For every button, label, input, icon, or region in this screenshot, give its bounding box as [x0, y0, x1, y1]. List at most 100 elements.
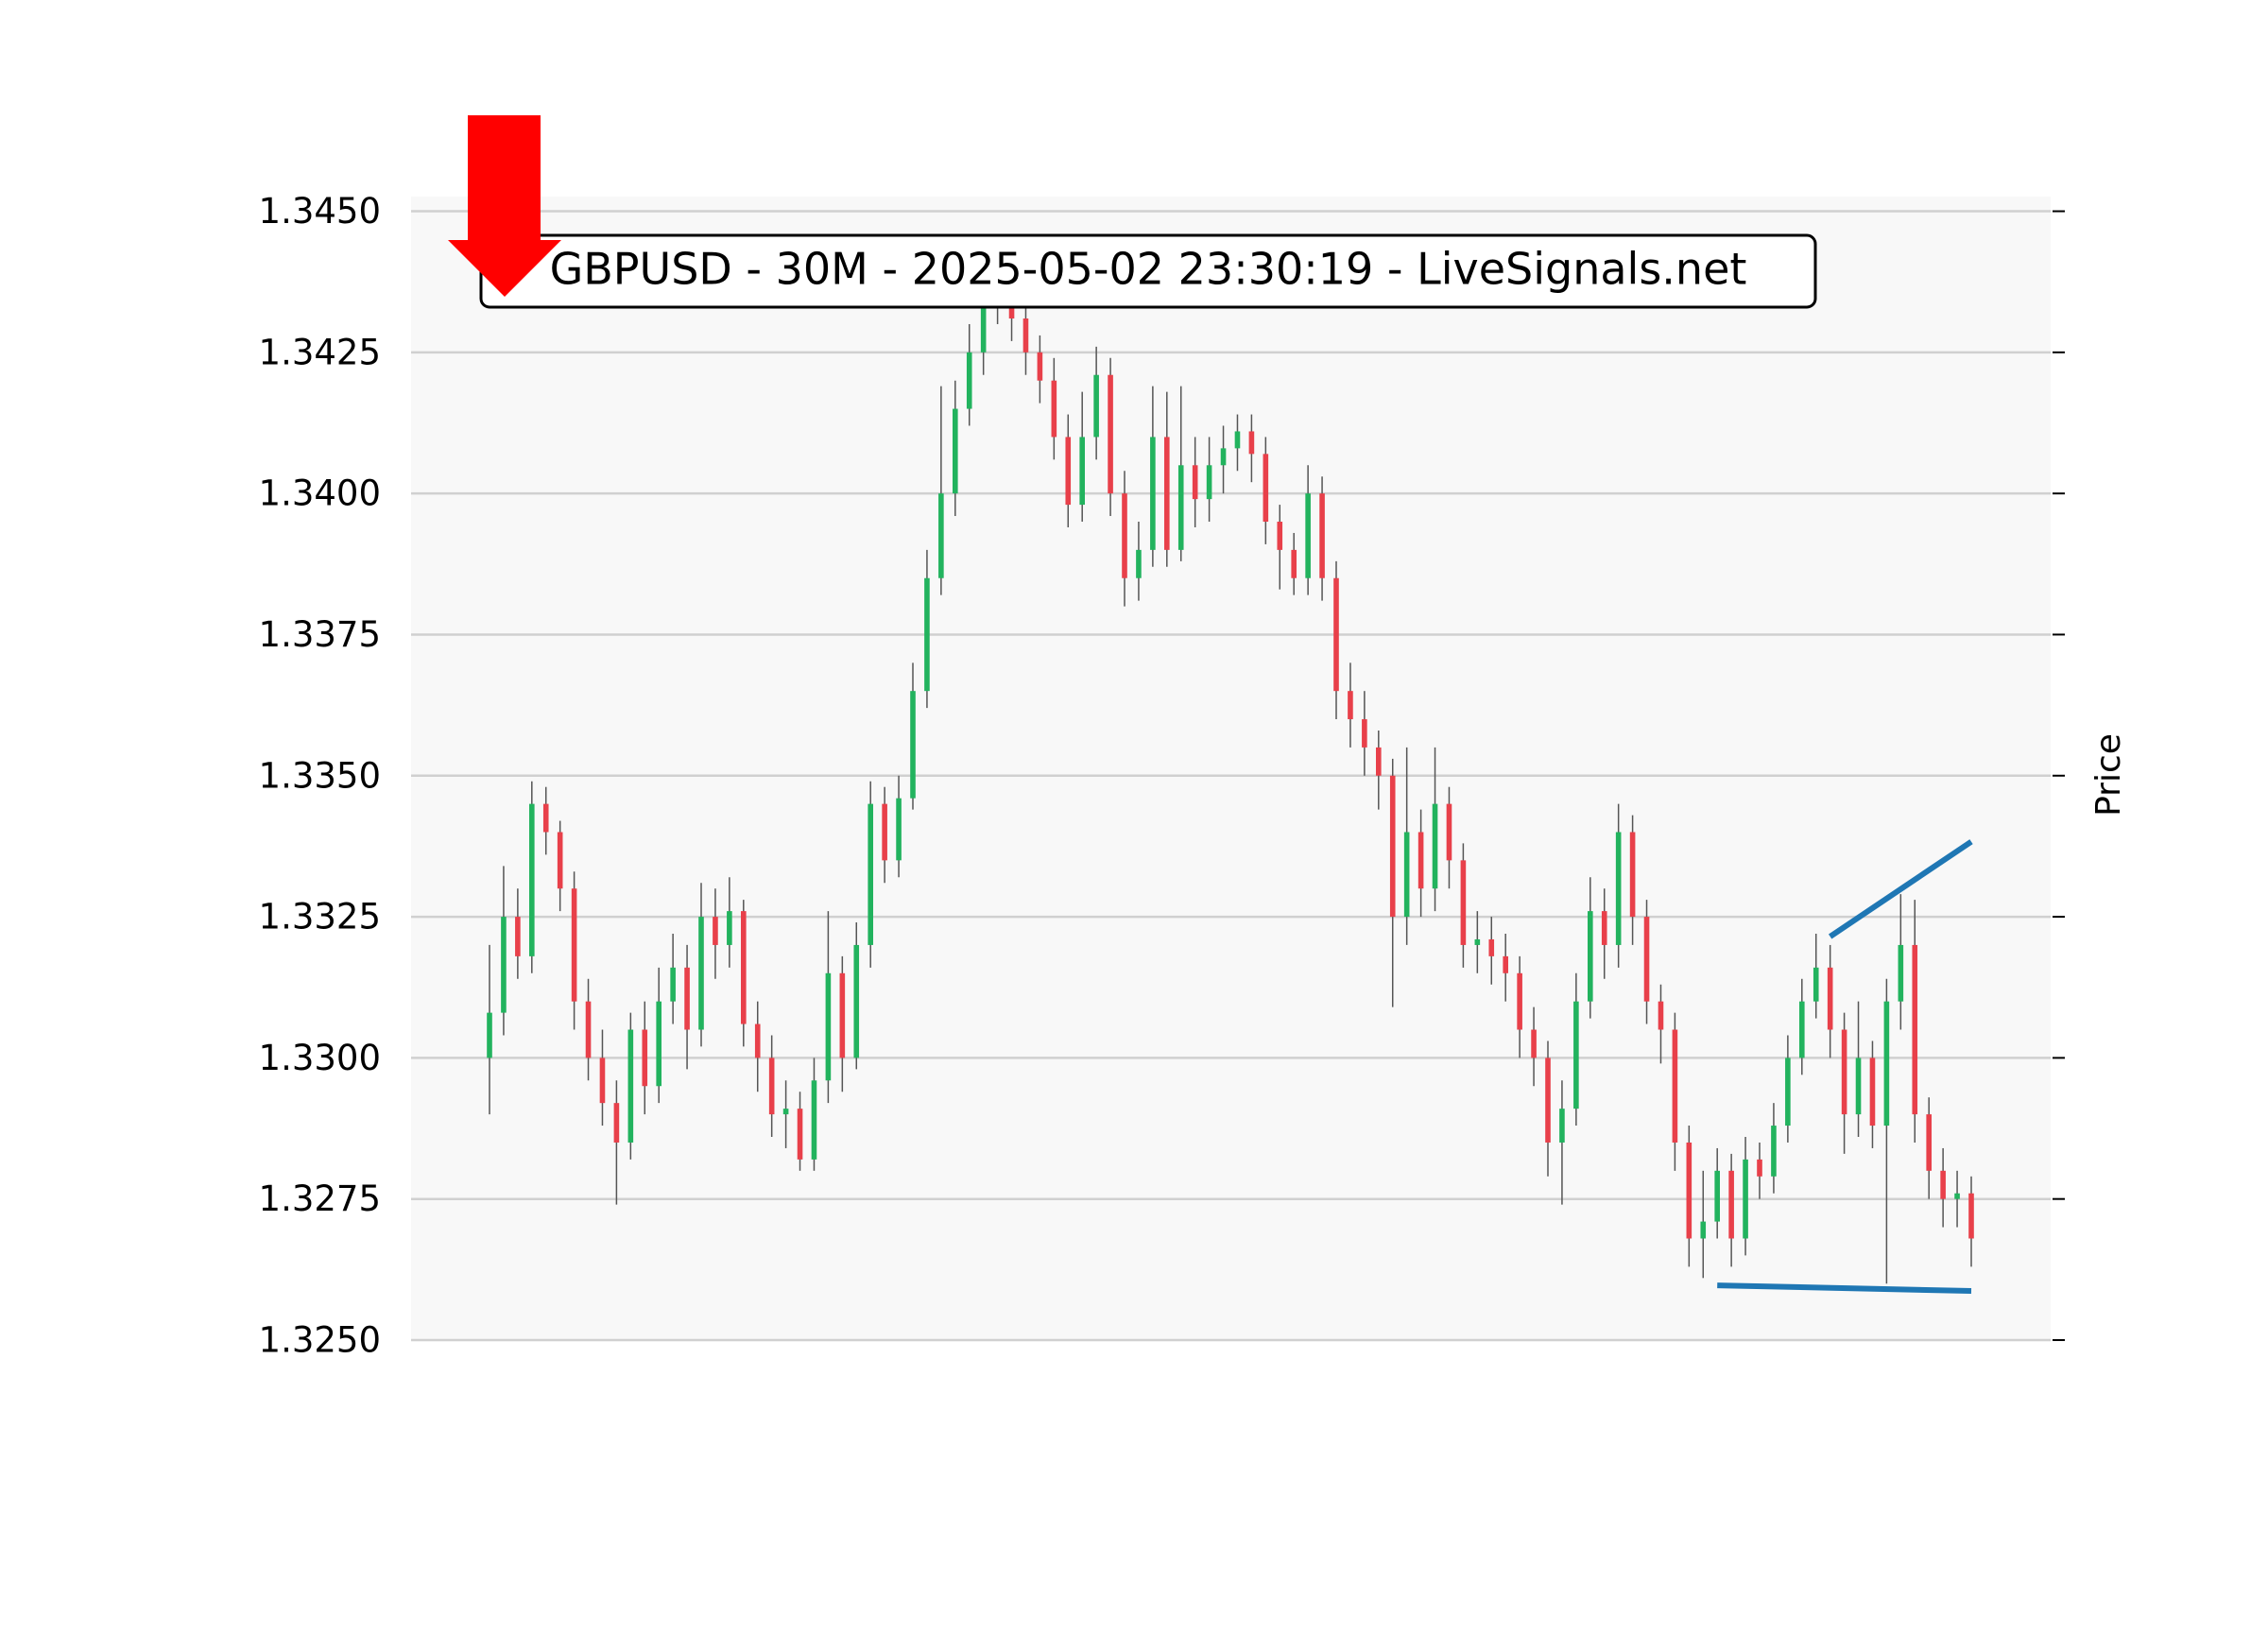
candle-body	[1291, 549, 1297, 578]
candle-body	[1277, 522, 1283, 550]
candle-body	[741, 911, 747, 1024]
candle-body	[1855, 1058, 1862, 1115]
candle-body	[1588, 911, 1593, 1002]
candle-body	[1615, 832, 1622, 945]
candle-body	[924, 577, 930, 692]
candle-body	[571, 888, 577, 1002]
chart-title: GBPUSD - 30M - 2025-05-02 23:30:19 - Liv…	[550, 244, 1747, 295]
candle-body	[585, 1001, 592, 1058]
candle-body	[1051, 380, 1057, 438]
candle-body	[1177, 465, 1184, 550]
candles	[487, 256, 1974, 1284]
candle-body	[1954, 1193, 1960, 1199]
candle-body	[1206, 465, 1212, 500]
candle-body	[1403, 832, 1410, 918]
candle-body	[1474, 938, 1481, 945]
candle-body	[1728, 1170, 1734, 1239]
candle-body	[1065, 437, 1072, 506]
candle-body	[768, 1058, 775, 1115]
candle-body	[656, 1001, 662, 1087]
candle-body	[1799, 1001, 1805, 1058]
candle-body	[953, 408, 958, 494]
trend-line	[1717, 1282, 1972, 1295]
candle-body	[1389, 775, 1396, 918]
candle-body	[1827, 967, 1833, 1030]
candle-body	[727, 911, 732, 945]
y-axis-label: Price	[2089, 733, 2128, 817]
candle-body	[627, 1029, 634, 1143]
candle-body	[1192, 465, 1198, 500]
candle-body	[882, 803, 887, 861]
y-tick-label: 1.3325	[259, 897, 381, 937]
candle-body	[1883, 1001, 1890, 1127]
y-tick-label: 1.3425	[259, 332, 381, 372]
candle-body	[1940, 1170, 1946, 1199]
candle-body	[1545, 1058, 1551, 1143]
candle-body	[487, 1012, 492, 1058]
candle-body	[1220, 448, 1227, 466]
candle-body	[1008, 301, 1015, 319]
candle-body	[896, 798, 902, 861]
arrow-shaft	[468, 115, 541, 243]
candle-body	[1714, 1170, 1720, 1222]
y-tick-label: 1.3275	[259, 1178, 381, 1219]
candle-body	[1785, 1058, 1791, 1127]
grid	[411, 210, 2051, 1342]
candle-body	[1122, 493, 1127, 578]
candle-body	[1643, 917, 1650, 1002]
candle-body	[1093, 374, 1099, 438]
candle-body	[1531, 1029, 1537, 1058]
candle-body	[1234, 431, 1241, 449]
candle-body	[1517, 972, 1522, 1030]
candle-body	[684, 967, 690, 1030]
candle-body	[613, 1103, 620, 1143]
candle-body	[1333, 577, 1339, 692]
candle-body	[1488, 938, 1495, 956]
trend-lines	[1717, 839, 1973, 1295]
y-tick-label: 1.3250	[259, 1320, 381, 1361]
candle-body	[1305, 493, 1311, 578]
candle-body	[1432, 803, 1438, 889]
candle-body	[1164, 437, 1170, 550]
candle-body	[515, 917, 521, 956]
candle-body	[966, 352, 972, 409]
candle-body	[853, 944, 860, 1058]
candle-body	[1263, 454, 1269, 523]
candle-body	[868, 803, 873, 945]
candle-body	[1108, 374, 1113, 494]
candle-body	[1559, 1109, 1565, 1143]
candle-body	[698, 917, 704, 1030]
candle-body	[1672, 1029, 1678, 1143]
candle-body	[1658, 1001, 1664, 1030]
candle-body	[1079, 437, 1085, 506]
candle-body	[1446, 803, 1452, 861]
candle-body	[1898, 944, 1904, 1002]
arrow-head	[448, 240, 561, 297]
candle-body	[1037, 352, 1043, 381]
candle-body	[1319, 493, 1325, 578]
candle-body	[529, 803, 535, 956]
candle-body	[542, 803, 549, 833]
candle-body	[811, 1080, 817, 1160]
candle-body	[980, 296, 987, 353]
candle-body	[1022, 318, 1029, 353]
candle-body	[1573, 1001, 1579, 1109]
candle-body	[642, 1029, 648, 1087]
candle-body	[1418, 832, 1424, 889]
candle-body	[713, 917, 718, 945]
axes: 1.3250 1.3275 1.3300 1.3325 1.3350 1.3375 1.34…	[259, 191, 2065, 1361]
candle-body	[670, 967, 676, 1002]
candle-body	[1136, 549, 1142, 578]
candle-body	[910, 691, 916, 799]
candle-body	[782, 1109, 789, 1115]
candle-body	[1248, 431, 1255, 455]
candle-body	[1869, 1058, 1876, 1127]
y-tick-label: 1.3400	[259, 473, 381, 514]
trend-line	[1828, 839, 1973, 939]
candle-body	[1771, 1126, 1777, 1177]
candle-body	[1376, 747, 1382, 776]
candle-body	[1912, 944, 1918, 1115]
candle-body	[1503, 955, 1508, 973]
candle-body	[1601, 911, 1607, 945]
